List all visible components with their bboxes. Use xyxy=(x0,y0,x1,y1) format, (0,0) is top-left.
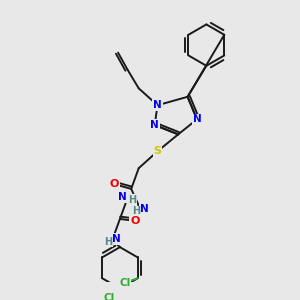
Text: N: N xyxy=(193,114,201,124)
Text: N: N xyxy=(140,204,149,214)
Text: H: H xyxy=(104,236,112,247)
Text: N: N xyxy=(112,234,121,244)
Text: Cl: Cl xyxy=(103,293,114,300)
Text: N: N xyxy=(153,100,162,110)
Text: H: H xyxy=(132,206,140,216)
Text: S: S xyxy=(154,146,161,156)
Text: Cl: Cl xyxy=(119,278,130,288)
Text: O: O xyxy=(110,179,119,189)
Text: H: H xyxy=(128,195,136,205)
Text: N: N xyxy=(150,120,159,130)
Text: O: O xyxy=(130,216,140,226)
Text: N: N xyxy=(118,192,127,202)
